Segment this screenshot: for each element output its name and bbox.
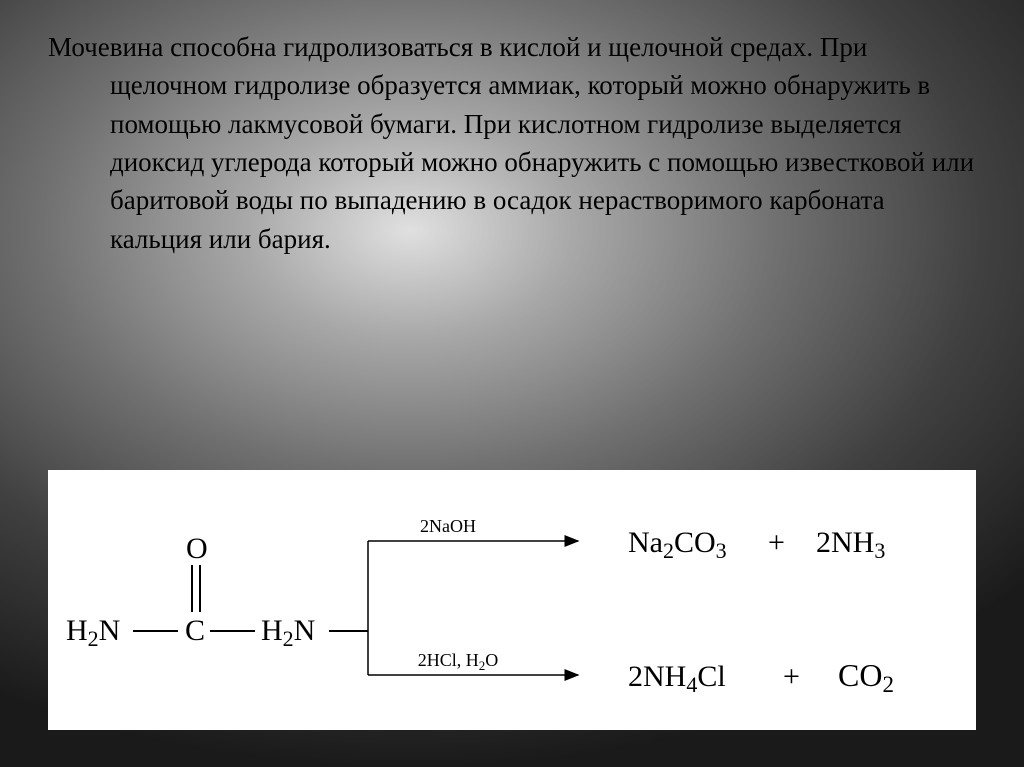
reactant-right-group: H2N — [261, 614, 315, 651]
product-top-2: 2NH3 — [816, 526, 885, 563]
body-paragraph: Мочевина способна гидролизоваться в кисл… — [48, 28, 976, 258]
reactant-c: C — [185, 614, 205, 647]
paragraph-text: Мочевина способна гидролизоваться в кисл… — [48, 28, 976, 258]
reagent-bottom: 2HCl, H2O — [418, 650, 499, 673]
product-bottom-1: 2NH4Cl — [628, 660, 726, 697]
reactant-left-group: H2N — [66, 614, 120, 651]
product-bottom-2: CO2 — [838, 657, 894, 697]
reactant-o: O — [186, 532, 208, 565]
reaction-scheme: H2N C O H2N 2NaOH 2HCl, H2O — [48, 470, 976, 730]
reagent-top: 2NaOH — [420, 516, 476, 536]
slide-root: Мочевина способна гидролизоваться в кисл… — [0, 0, 1024, 767]
plus-bottom: + — [783, 660, 800, 693]
plus-top: + — [768, 526, 785, 559]
product-top-1: Na2CO3 — [628, 526, 727, 563]
